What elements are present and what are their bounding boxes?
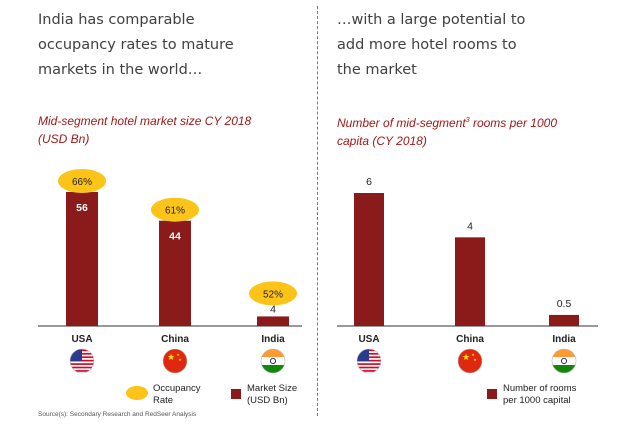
legend-occupancy-line-2: Rate	[153, 395, 174, 406]
svg-text:★: ★	[176, 352, 180, 357]
left-subtitle-line-1: Mid-segment hotel market size CY 2018	[38, 114, 252, 128]
right-category-label-india: India	[552, 334, 576, 345]
occupancy-value-china: 61%	[165, 206, 185, 217]
left-chart-subtitle: Mid-segment hotel market size CY 2018 (U…	[38, 112, 251, 148]
market-size-bar-usa	[66, 192, 98, 326]
occupancy-bubble-china	[151, 197, 199, 222]
china-flag-icon-left: ★ ★★	[162, 348, 188, 374]
legend-market-size-line-1: Market Size	[247, 383, 298, 394]
left-heading-line-3: markets in the world…	[38, 62, 203, 78]
left-subtitle-line-2: (USD Bn)	[38, 132, 90, 146]
occupancy-bubble-india	[249, 281, 297, 306]
rooms-bar-china	[455, 237, 485, 326]
legend-market-size-line-2: (USD Bn)	[247, 395, 288, 406]
market-size-value-china: 44	[169, 231, 181, 243]
right-category-label-usa: USA	[358, 334, 379, 345]
right-subtitle-pre: Number of mid-segment	[337, 116, 466, 130]
us-flag-icon-left	[69, 348, 95, 374]
legend-occupancy-label: Occupancy Rate	[153, 383, 201, 407]
right-heading: …with a large potential to add more hote…	[337, 8, 525, 83]
legend-market-size-label: Market Size (USD Bn)	[247, 383, 297, 407]
rooms-bar-usa	[354, 193, 384, 326]
india-flag-icon-left	[260, 348, 286, 374]
market-size-value-india: 4	[270, 303, 276, 315]
svg-text:★: ★	[178, 357, 182, 362]
left-category-label-usa: USA	[71, 334, 92, 345]
legend-rooms-line-1: Number of rooms	[503, 383, 577, 394]
rooms-bar-india	[549, 314, 579, 326]
source-note: Source(s): Secondary Research and RedSee…	[38, 411, 197, 418]
left-heading-line-1: India has comparable	[38, 12, 195, 28]
china-flag-icon-right: ★ ★★	[457, 348, 483, 374]
legend-occupancy-swatch	[126, 386, 148, 400]
us-flag-icon-right	[356, 348, 382, 374]
right-heading-line-3: the market	[337, 62, 417, 78]
legend-rooms-swatch	[487, 389, 497, 399]
occupancy-value-usa: 66%	[72, 177, 92, 188]
left-heading: India has comparable occupancy rates to …	[38, 8, 234, 83]
legend-rooms-line-2: per 1000 capital	[503, 395, 571, 406]
occupancy-bubble-usa	[58, 169, 106, 193]
market-size-bar-india	[257, 316, 289, 326]
left-category-label-india: India	[261, 334, 285, 345]
panel-divider	[317, 6, 318, 416]
right-chart-subtitle: Number of mid-segment3 rooms per 1000 ca…	[337, 112, 557, 150]
occupancy-value-india: 52%	[263, 289, 283, 300]
svg-text:★: ★	[167, 353, 175, 363]
svg-text:★: ★	[462, 353, 470, 363]
left-heading-line-2: occupancy rates to mature	[38, 37, 234, 53]
right-subtitle-line-2: capita (CY 2018)	[337, 134, 427, 148]
svg-text:★: ★	[473, 357, 477, 362]
india-flag-icon-right	[551, 348, 577, 374]
rooms-value-usa: 6	[366, 176, 372, 188]
right-heading-line-2: add more hotel rooms to	[337, 37, 517, 53]
rooms-value-china: 4	[467, 220, 473, 232]
svg-text:★: ★	[471, 352, 475, 357]
right-subtitle-post: rooms per 1000	[469, 116, 558, 130]
market-size-value-usa: 56	[76, 202, 88, 214]
right-subtitle-line-1: Number of mid-segment3 rooms per 1000	[337, 112, 557, 132]
rooms-value-india: 0.5	[557, 298, 572, 310]
right-category-label-china: China	[456, 334, 484, 345]
left-category-label-china: China	[161, 334, 189, 345]
market-size-bar-china	[159, 220, 191, 326]
right-subtitle-footnote: 3	[465, 117, 470, 124]
legend-occupancy-line-1: Occupancy	[153, 383, 201, 394]
legend-rooms-label: Number of rooms per 1000 capital	[503, 383, 576, 407]
right-heading-line-1: …with a large potential to	[337, 12, 526, 28]
legend-market-size-swatch	[231, 389, 241, 399]
